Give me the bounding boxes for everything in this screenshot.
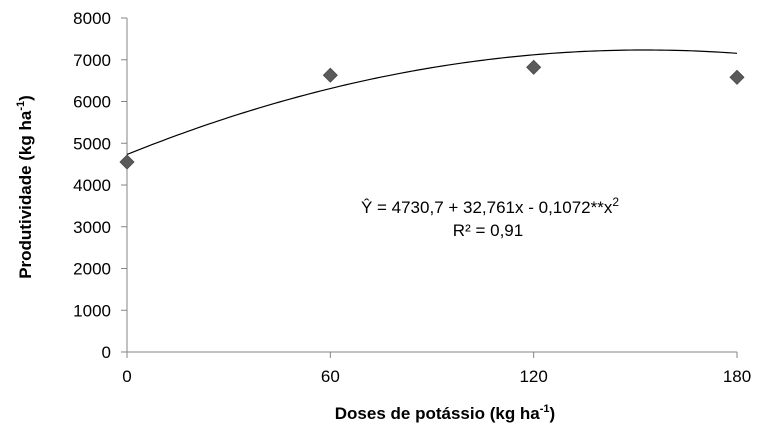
x-axis-title-main: Doses de potássio (kg ha (335, 404, 541, 423)
y-axis-title: Produtividade (kg ha-1) (15, 95, 35, 279)
data-point (729, 69, 745, 85)
x-axis-title-sup: -1 (540, 403, 550, 415)
data-points (119, 59, 745, 170)
y-tick-label: 0 (102, 343, 111, 362)
y-tick-label: 4000 (73, 176, 111, 195)
y-tick-label: 3000 (73, 218, 111, 237)
x-axis-title-end: ) (550, 404, 556, 423)
axes (121, 17, 738, 358)
data-point (322, 67, 338, 83)
x-axis-title: Doses de potássio (kg ha-1) (335, 403, 555, 423)
y-tick-label: 5000 (73, 134, 111, 153)
y-tick-label: 7000 (73, 51, 111, 70)
x-tick-label: 180 (723, 367, 751, 386)
regression-equation: Ŷ = 4730,7 + 32,761x - 0,1072**x2 (361, 195, 619, 217)
data-point (119, 154, 135, 170)
r-squared: R² = 0,91 (453, 221, 523, 240)
x-tick-labels: 0 60 120 180 (122, 367, 751, 386)
regression-equation-exponent: 2 (612, 195, 619, 209)
y-tick-label: 1000 (73, 301, 111, 320)
x-tick-label: 60 (321, 367, 340, 386)
y-axis-title-sup: -1 (15, 101, 27, 111)
data-point (526, 59, 542, 75)
y-axis-title-main: Produtividade (kg ha (16, 110, 35, 279)
y-tick-label: 6000 (73, 93, 111, 112)
y-tick-label: 8000 (73, 9, 111, 28)
x-tick-label: 0 (122, 367, 131, 386)
y-axis-title-end: ) (16, 95, 35, 101)
y-tick-label: 2000 (73, 260, 111, 279)
x-tick-label: 120 (519, 367, 547, 386)
regression-equation-main: Ŷ = 4730,7 + 32,761x - 0,1072**x (361, 198, 613, 217)
y-tick-labels: 0 1000 2000 3000 4000 5000 6000 7000 8000 (73, 9, 111, 362)
trendline (126, 49, 738, 156)
